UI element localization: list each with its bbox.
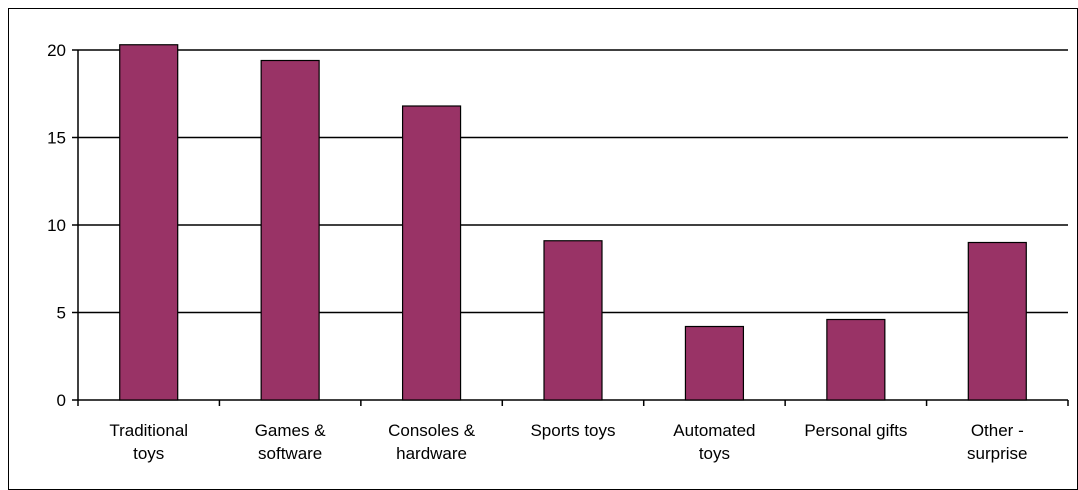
bar-1 <box>260 59 320 401</box>
x-category-label-line: Sports toys <box>530 421 615 440</box>
x-category-label-line: Automated <box>673 421 755 440</box>
y-tick-label-15: 15 <box>47 129 66 148</box>
chart-frame <box>8 8 1078 490</box>
x-category-label-line: hardware <box>396 444 467 463</box>
bar-6 <box>967 241 1027 401</box>
y-tick-label-10: 10 <box>47 216 66 235</box>
x-category-label-4: Automated toys <box>673 421 755 463</box>
x-category-label-line: software <box>258 444 322 463</box>
bar-3 <box>543 240 603 401</box>
x-category-label-line: surprise <box>967 444 1027 463</box>
x-category-label-line: toys <box>133 444 164 463</box>
x-category-label-line: Other - <box>971 421 1024 440</box>
bar-4 <box>684 325 745 401</box>
bar-0 <box>119 44 179 401</box>
x-category-label-2: Consoles & hardware <box>388 421 476 463</box>
y-tick-label-20: 20 <box>47 41 66 60</box>
x-category-label-3: Sports toys <box>530 421 615 440</box>
x-category-label-5: Personal gifts <box>804 421 907 440</box>
x-category-label-line: Traditional <box>109 421 188 440</box>
x-category-label-line: Personal gifts <box>804 421 907 440</box>
x-category-label-line: Games & <box>255 421 327 440</box>
x-category-label-1: Games & software <box>255 421 327 463</box>
y-tick-label-0: 0 <box>57 391 66 410</box>
bar-2 <box>401 105 462 401</box>
x-category-label-6: Other - surprise <box>967 421 1027 463</box>
y-tick-label-5: 5 <box>57 304 66 323</box>
x-category-label-line: toys <box>699 444 730 463</box>
bar-5 <box>826 318 886 401</box>
x-category-label-line: Consoles & <box>388 421 476 440</box>
x-category-label-0: Traditional toys <box>109 421 188 463</box>
